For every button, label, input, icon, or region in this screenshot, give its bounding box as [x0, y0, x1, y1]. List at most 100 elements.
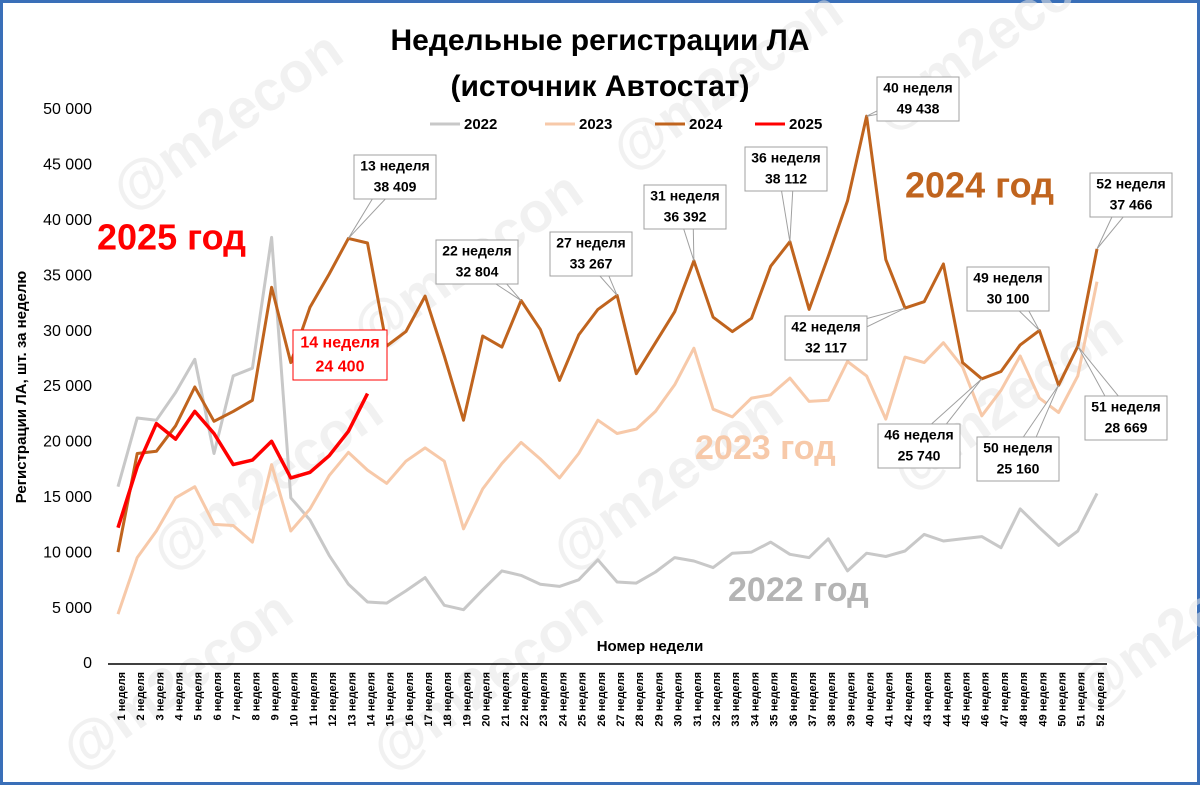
y-tick-label: 0 [83, 655, 92, 672]
legend-label: 2023 [579, 116, 612, 133]
callout-week: 22 неделя [442, 243, 511, 259]
x-tick-label: 45 неделя [961, 672, 973, 727]
x-tick-label: 21 неделя [500, 672, 512, 727]
x-tick-label: 9 неделя [269, 672, 281, 720]
callout-value: 25 740 [898, 448, 941, 464]
x-tick-label: 24 неделя [557, 672, 569, 727]
callout-value: 37 466 [1110, 197, 1153, 213]
callout-week: 36 неделя [751, 150, 820, 166]
year-label: 2025 год [97, 217, 246, 258]
callout-week: 51 неделя [1091, 399, 1160, 415]
x-tick-label: 28 неделя [634, 672, 646, 727]
callout-week: 42 неделя [791, 319, 860, 335]
callout: 49 неделя 30 100 [966, 266, 1050, 331]
callout-cover [1086, 397, 1166, 439]
callout-value: 38 409 [374, 179, 417, 195]
x-tick-label: 23 неделя [538, 672, 550, 727]
y-tick-label: 35 000 [43, 267, 92, 284]
x-tick-label: 39 неделя [845, 672, 857, 727]
x-tick-label: 50 неделя [1057, 672, 1069, 727]
series-line [116, 392, 370, 529]
x-tick-label: 27 неделя [615, 672, 627, 727]
callout-cover [879, 425, 959, 467]
callout: 27 неделя 33 267 [549, 231, 633, 296]
x-tick-label: 42 неделя [903, 672, 915, 727]
callout-week: 49 неделя [973, 270, 1042, 286]
x-axis-label: Номер недели [597, 638, 704, 655]
callout-cover [355, 156, 435, 198]
callout: 46 неделя 25 740 [877, 378, 983, 469]
x-tick-label: 51 неделя [1076, 672, 1088, 727]
callout-cover [978, 438, 1058, 480]
callout: 31 неделя 36 392 [643, 184, 727, 261]
x-tick-label: 13 неделя [346, 672, 358, 727]
x-tick-label: 2 неделя [135, 672, 147, 720]
x-tick-label: 6 неделя [212, 672, 224, 720]
x-tick-label: 5 неделя [193, 672, 205, 720]
x-tick-label: 41 неделя [884, 672, 896, 727]
series-line [116, 114, 1099, 553]
x-tick-label: 3 неделя [154, 672, 166, 720]
callout: 50 неделя 25 160 [976, 384, 1060, 482]
callout: 52 неделя 37 466 [1089, 172, 1173, 250]
callout-cover [551, 233, 631, 275]
x-tick-label: 10 неделя [289, 672, 301, 727]
x-tick-label: 14 неделя [365, 672, 377, 727]
callout: 36 неделя 38 112 [744, 146, 828, 242]
year-label: 2023 год [695, 429, 836, 467]
x-tick-label: 29 неделя [653, 672, 665, 727]
callout-cover [968, 268, 1048, 310]
x-tick-label: 38 неделя [826, 672, 838, 727]
callout-value: 38 112 [765, 171, 807, 187]
x-tick-label: 47 неделя [999, 672, 1011, 727]
x-tick-label: 49 неделя [1037, 672, 1049, 727]
x-tick-label: 46 неделя [980, 672, 992, 727]
x-tick-label: 1 неделя [116, 672, 128, 720]
callout: 14 неделя 24 400 [292, 329, 388, 381]
legend-label: 2024 [689, 116, 723, 133]
y-tick-label: 25 000 [43, 378, 92, 395]
x-tick-label: 19 неделя [461, 672, 473, 727]
chart-title: (источник Автостат) [450, 70, 749, 103]
callout-value: 33 267 [570, 256, 613, 272]
callout-value: 49 438 [897, 101, 940, 117]
x-tick-label: 35 неделя [769, 672, 781, 727]
x-tick-label: 36 неделя [788, 672, 800, 727]
callout-value: 25 160 [997, 461, 1040, 477]
callout-value: 30 100 [987, 291, 1030, 307]
callout-week: 27 неделя [556, 235, 625, 251]
year-label: 2022 год [728, 571, 869, 609]
x-tick-label: 33 неделя [730, 672, 742, 727]
callout-cover [1091, 174, 1171, 216]
y-tick-label: 50 000 [43, 101, 92, 118]
x-tick-label: 12 неделя [327, 672, 339, 727]
callout-cover [645, 186, 725, 228]
series-line [116, 281, 1099, 615]
year-label: 2024 год [905, 165, 1054, 206]
x-tick-label: 31 неделя [692, 672, 704, 727]
x-tick-label: 7 неделя [231, 672, 243, 720]
callout-value: 24 400 [316, 359, 365, 376]
series-line [116, 235, 1099, 612]
x-tick-label: 34 неделя [749, 672, 761, 727]
callout-value: 28 669 [1105, 420, 1148, 436]
x-tick-label: 43 неделя [922, 672, 934, 727]
callout-week: 52 неделя [1096, 176, 1165, 192]
x-tick-label: 4 неделя [173, 672, 185, 720]
callout-cover [878, 78, 958, 120]
y-tick-label: 20 000 [43, 434, 92, 451]
x-tick-label: 52 неделя [1095, 672, 1107, 727]
callout-week: 40 неделя [883, 80, 952, 96]
callout-box [292, 329, 388, 381]
x-tick-label: 30 неделя [673, 672, 685, 727]
callout-value: 36 392 [664, 209, 707, 225]
y-tick-label: 45 000 [43, 157, 92, 174]
legend-label: 2025 [789, 116, 822, 133]
y-tick-label: 40 000 [43, 212, 92, 229]
x-tick-label: 15 неделя [385, 672, 397, 727]
x-tick-label: 22 неделя [519, 672, 531, 727]
callout-week: 14 неделя [300, 335, 379, 352]
x-tick-label: 32 неделя [711, 672, 723, 727]
x-tick-label: 17 неделя [423, 672, 435, 727]
callout-week: 50 неделя [983, 440, 1052, 456]
